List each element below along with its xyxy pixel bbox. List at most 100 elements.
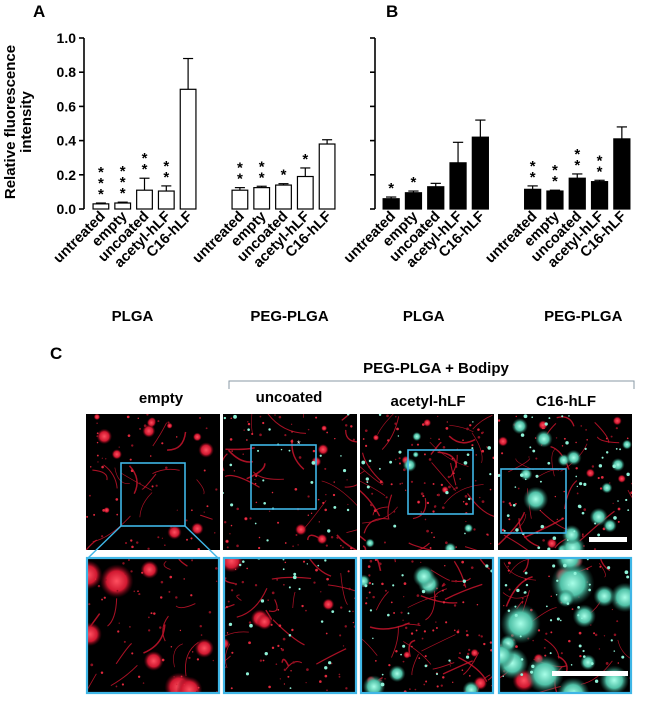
micrograph-uncoated-red-speck [333,481,335,483]
zoomed-micrograph-acetyl-hlf-red-speck [435,621,437,623]
zoomed-micrograph-empty-red-speck [191,651,194,653]
zoomed-micrograph-uncoated-red-speck [352,610,354,613]
micrograph-c16-hlf-green-signal [601,482,613,494]
zoomed-micrograph-c16-hlf-green-speck [590,662,594,665]
micrograph-c16-hlf-green-speck [515,528,519,532]
zoomed-micrograph-c16-hlf-fiber [505,575,533,607]
micrograph-empty-red-speck [96,454,99,457]
zoomed-micrograph-acetyl-hlf-red-speck [418,657,421,659]
micrograph-empty-red-speck [100,535,104,538]
zoomed-micrograph-uncoated-green-speck [317,564,320,567]
zoomed-micrograph-acetyl-hlf-red-speck [411,645,413,648]
micrograph-acetyl-hlf-green-speck [463,461,468,465]
micrograph-acetyl-hlf-green-signal [402,458,417,472]
micrograph-uncoated-red-speck [317,498,320,501]
zoomed-micrograph-c16-hlf-green-speck [573,571,577,576]
micrograph-empty-red-speck [199,416,202,419]
micrograph-uncoated-red-speck [298,456,302,459]
zoomed-micrograph-acetyl-hlf-red-speck [384,678,386,680]
zoomed-micrograph-uncoated-fiber [292,591,296,609]
micrograph-empty-red-cell [198,442,214,458]
zoomed-micrograph-c16-hlf-red-speck [508,561,511,565]
micrograph-c16-hlf-fiber [508,458,531,473]
zoomed-micrograph-uncoated-red-speck [306,668,309,671]
micrograph-empty-red-speck [215,488,218,491]
zoomed-micrograph-c16-hlf-green-speck [549,619,553,622]
zoomed-micrograph-acetyl-hlf-red-speck [441,589,444,592]
zoomed-micrograph-c16-hlf-red-speck [543,646,546,649]
micrograph-acetyl-hlf-red-speck [405,489,407,491]
micrograph-c16-hlf-green-speck [565,441,569,445]
zoomed-micrograph-acetyl-hlf-fiber [391,625,399,658]
micrograph-acetyl-hlf-red-speck [481,449,485,453]
column-label-empty: empty [139,390,184,407]
zoomed-micrograph-empty-red-speck [169,575,173,579]
micrograph-c16-hlf-green-speck [547,547,551,550]
zoomed-micrograph-uncoated-red-speck [283,668,287,672]
zoomed-micrograph-c16-hlf-green-signal [500,603,541,644]
micrograph-c16-hlf-fiber [550,445,570,470]
micrograph-c16-hlf-fiber [596,436,620,444]
column-label-acetyl-hlf: acetyl-hLF [390,393,465,410]
chart-a: 0.00.20.40.60.81.0***untreated***empty**… [51,30,336,325]
zoomed-micrograph-acetyl-hlf-red-speck [414,688,417,691]
zoomed-micrograph-c16-hlf-red-speck [611,608,614,611]
micrograph-acetyl-hlf-green-speck [468,497,471,501]
zoomed-micrograph-acetyl-hlf-red-speck [365,602,368,605]
zoomed-micrograph-uncoated-green-speck [306,563,309,565]
micrograph-acetyl-hlf-fiber [471,432,483,464]
micrograph-acetyl-hlf-red-speck [433,536,435,539]
zoomed-micrograph-acetyl-hlf-red-speck [395,650,398,653]
micrograph-acetyl-hlf-fiber [362,506,398,524]
zoomed-micrograph-uncoated-red-speck [313,581,316,584]
zoomed-micrograph-uncoated-red-speck [344,625,347,628]
zoomed-micrograph-acetyl-hlf [360,557,494,694]
micrograph-empty-red-speck [96,435,99,438]
zoomed-micrograph-acetyl-hlf-red-speck [449,661,452,664]
micrograph-c16-hlf-green-speck [520,473,524,477]
micrograph-empty-red-speck [102,509,106,512]
chart-a-bar [114,202,132,210]
micrograph-acetyl-hlf-fiber [360,480,386,496]
zoomed-micrograph-uncoated-red-speck [325,632,328,635]
zoomed-micrograph-acetyl-hlf-green-speck [401,574,404,577]
zoomed-micrograph-acetyl-hlf-red-speck [468,674,471,677]
micrograph-uncoated-red-speck [310,512,313,515]
chart-a-y-tick-label: 0.2 [57,167,77,183]
zoomed-micrograph-c16-hlf-green-speck [566,602,570,605]
micrograph-acetyl-hlf-fiber [387,494,393,520]
zoomed-micrograph-acetyl-hlf-green-speck [400,653,402,656]
zoomed-micrograph-c16-hlf-red-speck [568,639,571,643]
micrograph-c16-hlf-fiber [523,517,565,539]
micrograph-acetyl-hlf-green-speck [489,472,492,476]
chart-b-significance-star: * [388,180,394,197]
micrograph-acetyl-hlf-red-speck [477,428,480,431]
micrograph-c16-hlf-red-speck [580,425,583,427]
zoomed-micrograph-c16-hlf-fiber [544,638,560,659]
micrograph-acetyl-hlf-fiber [363,517,389,534]
zoomed-micrograph-uncoated-green-speck [249,623,253,628]
micrograph-empty-red-speck [93,513,96,516]
micrograph-empty-red-speck [191,509,193,512]
zoomed-micrograph-empty-red-speck [183,578,185,580]
chart-b-bar [471,136,489,210]
micrograph-c16-hlf-green-speck [548,417,551,420]
zoomed-micrograph-uncoated-fiber [281,658,290,667]
chart-b-bar [427,186,445,210]
zoomed-micrograph-uncoated-red-speck [231,651,234,654]
micrograph-c16-hlf [498,414,632,550]
zoomed-micrograph-empty-red-speck [122,562,125,565]
micrograph-c16-hlf-red-speck [535,457,538,460]
chart-b-significance-star: * [597,152,603,169]
zoomed-micrograph-acetyl-hlf-green-speck [424,664,428,668]
zoomed-micrograph-acetyl-hlf-red-speck [465,629,468,633]
zoomed-micrograph-uncoated-fiber [223,603,235,610]
chart-b-group-label: PLGA [403,308,445,325]
zoomed-micrograph-uncoated-fiber [340,573,348,605]
micrograph-uncoated-green-speck [346,508,350,512]
zoomed-micrograph-empty-red-speck [200,634,203,636]
zoomed-micrograph-acetyl-hlf-red-speck [378,562,382,566]
micrograph-acetyl-hlf-red-speck [445,427,449,430]
micrograph-uncoated-red-speck [307,495,310,498]
zoomed-micrograph-empty-red-speck [142,682,145,684]
